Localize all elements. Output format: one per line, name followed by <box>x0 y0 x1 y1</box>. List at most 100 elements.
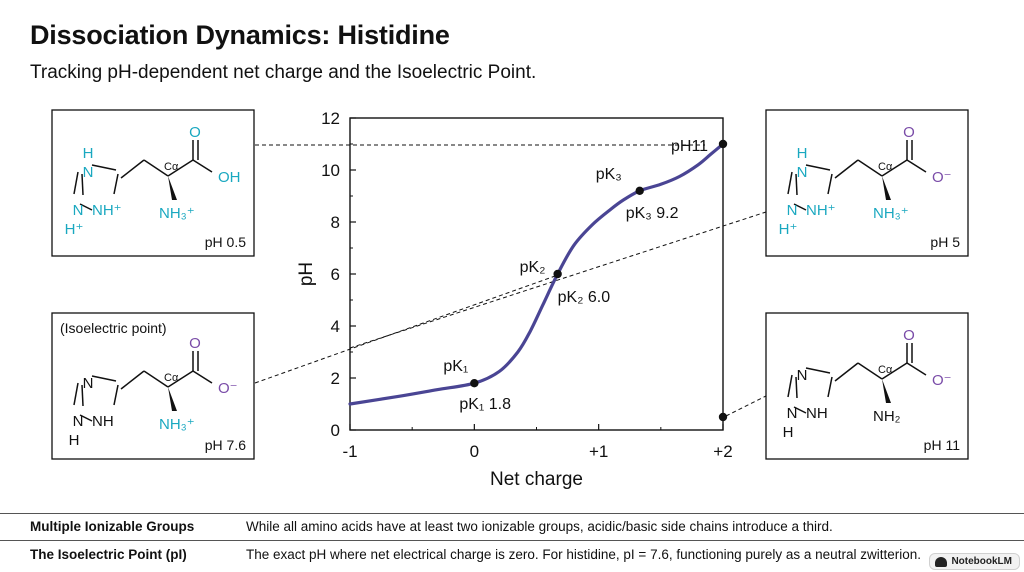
connector-ph11 <box>725 395 767 417</box>
ring-atom-nh: NH <box>806 405 828 422</box>
ring-atom-h-bottom: H <box>69 432 80 449</box>
y-axis-label: pH <box>296 262 317 286</box>
acid-group: O⁻ <box>932 372 952 389</box>
ring-bond <box>827 376 833 398</box>
chain-bond <box>857 362 883 380</box>
ring-atom-n-bottom: N <box>787 405 798 422</box>
acid-group: OH <box>218 169 241 186</box>
footer-term: Multiple Ionizable Groups <box>30 519 195 534</box>
ring-atom-n-bottom: N <box>787 202 798 219</box>
ring-bond <box>79 203 93 211</box>
structure-box <box>765 109 969 257</box>
structure-box <box>51 312 255 460</box>
carbonyl-oxygen: O <box>903 327 915 344</box>
acid-bond <box>906 362 927 376</box>
ring-atom-n: N <box>797 367 808 384</box>
point-label-top: pH11 <box>671 138 708 155</box>
ring-atom-nh: NH⁺ <box>806 202 836 219</box>
structure-caption: pH 0.5 <box>205 234 246 250</box>
data-point <box>470 379 479 388</box>
ring-bond <box>805 367 831 374</box>
chain-bond <box>881 159 908 177</box>
amine-group: NH₃⁺ <box>873 205 909 222</box>
footer-description: The exact pH where net electrical charge… <box>246 547 921 562</box>
ring-bond <box>73 382 79 406</box>
y-tick-label: 10 <box>321 161 340 180</box>
ring-atom-n: N <box>83 164 94 181</box>
alpha-carbon-label: Cα <box>164 161 179 173</box>
ring-atom-nh: NH <box>92 413 114 430</box>
wedge-bond <box>168 176 177 200</box>
badge-label: NotebookLM <box>951 556 1012 567</box>
ring-bond <box>805 164 831 171</box>
chain-bond <box>143 159 169 177</box>
x-tick-label: +2 <box>713 442 732 461</box>
footer-divider-middle <box>0 540 1024 541</box>
notebooklm-icon <box>935 556 948 567</box>
structure-caption: pH 11 <box>924 437 961 453</box>
ring-bond <box>113 384 119 406</box>
alpha-carbon-label: Cα <box>164 372 179 384</box>
structure-caption: pH 7.6 <box>205 437 246 453</box>
acid-bond <box>906 159 927 173</box>
wedge-bond <box>882 379 891 403</box>
data-point <box>553 269 562 279</box>
x-tick-label: 0 <box>470 442 479 461</box>
structure-box <box>765 312 969 460</box>
x-tick-label: -1 <box>342 442 357 461</box>
ring-atom-h-bottom: H⁺ <box>65 221 84 238</box>
footer-divider-top <box>0 513 1024 514</box>
chain-bond <box>120 159 145 179</box>
page-subtitle: Tracking pH-dependent net charge and the… <box>30 62 537 83</box>
structure-note: (Isoelectric point) <box>60 320 167 336</box>
ring-atom-nh: NH⁺ <box>92 202 122 219</box>
ring-double-bond <box>795 376 798 399</box>
ring-bond <box>91 164 117 171</box>
x-axis-label: Net charge <box>490 469 583 490</box>
carbonyl-oxygen: O <box>189 124 201 141</box>
acid-bond <box>192 370 213 384</box>
point-label-top: pK₃ <box>596 166 622 183</box>
ring-bond <box>827 173 833 195</box>
y-tick-label: 2 <box>331 369 340 388</box>
wedge-bond <box>882 176 891 200</box>
ring-bond <box>793 406 807 414</box>
footer-description: While all amino acids have at least two … <box>246 519 833 534</box>
ring-bond <box>787 374 793 398</box>
structure-caption: pH 5 <box>930 234 960 250</box>
chain-bond <box>120 370 145 390</box>
ring-bond <box>91 375 117 382</box>
footer-row-pi: The Isoelectric Point (pI) The exact pH … <box>30 544 1010 566</box>
carbonyl-oxygen: O <box>189 335 201 352</box>
ring-atom-n-bottom: N <box>73 202 84 219</box>
notebooklm-badge[interactable]: NotebookLM <box>929 553 1020 570</box>
chain-bond <box>857 159 883 177</box>
ring-atom-n: N <box>797 164 808 181</box>
x-tick-label: +1 <box>589 442 608 461</box>
alpha-carbon-label: Cα <box>878 364 893 376</box>
ring-bond <box>793 203 807 211</box>
ring-double-bond <box>795 173 798 196</box>
point-label-top: pK₂ <box>520 259 546 276</box>
point-label-top: pK₁ <box>443 358 468 375</box>
point-label-bottom: pK₂ 6.0 <box>558 289 611 306</box>
amine-group: NH₃⁺ <box>159 416 195 433</box>
ring-atom-n: N <box>83 375 94 392</box>
data-point <box>718 139 728 149</box>
y-tick-label: 6 <box>331 265 340 284</box>
wedge-bond <box>168 387 177 411</box>
point-label-bottom: pK₃ 9.2 <box>626 205 679 222</box>
ring-double-bond <box>81 384 84 407</box>
alpha-carbon-label: Cα <box>878 161 893 173</box>
y-tick-label: 8 <box>331 213 340 232</box>
chain-bond <box>834 362 859 382</box>
connector-ph5 <box>349 211 767 349</box>
ring-atom-h: H <box>797 145 808 162</box>
carbonyl-oxygen: O <box>903 124 915 141</box>
ring-atom-n-bottom: N <box>73 413 84 430</box>
ring-bond <box>73 171 79 195</box>
